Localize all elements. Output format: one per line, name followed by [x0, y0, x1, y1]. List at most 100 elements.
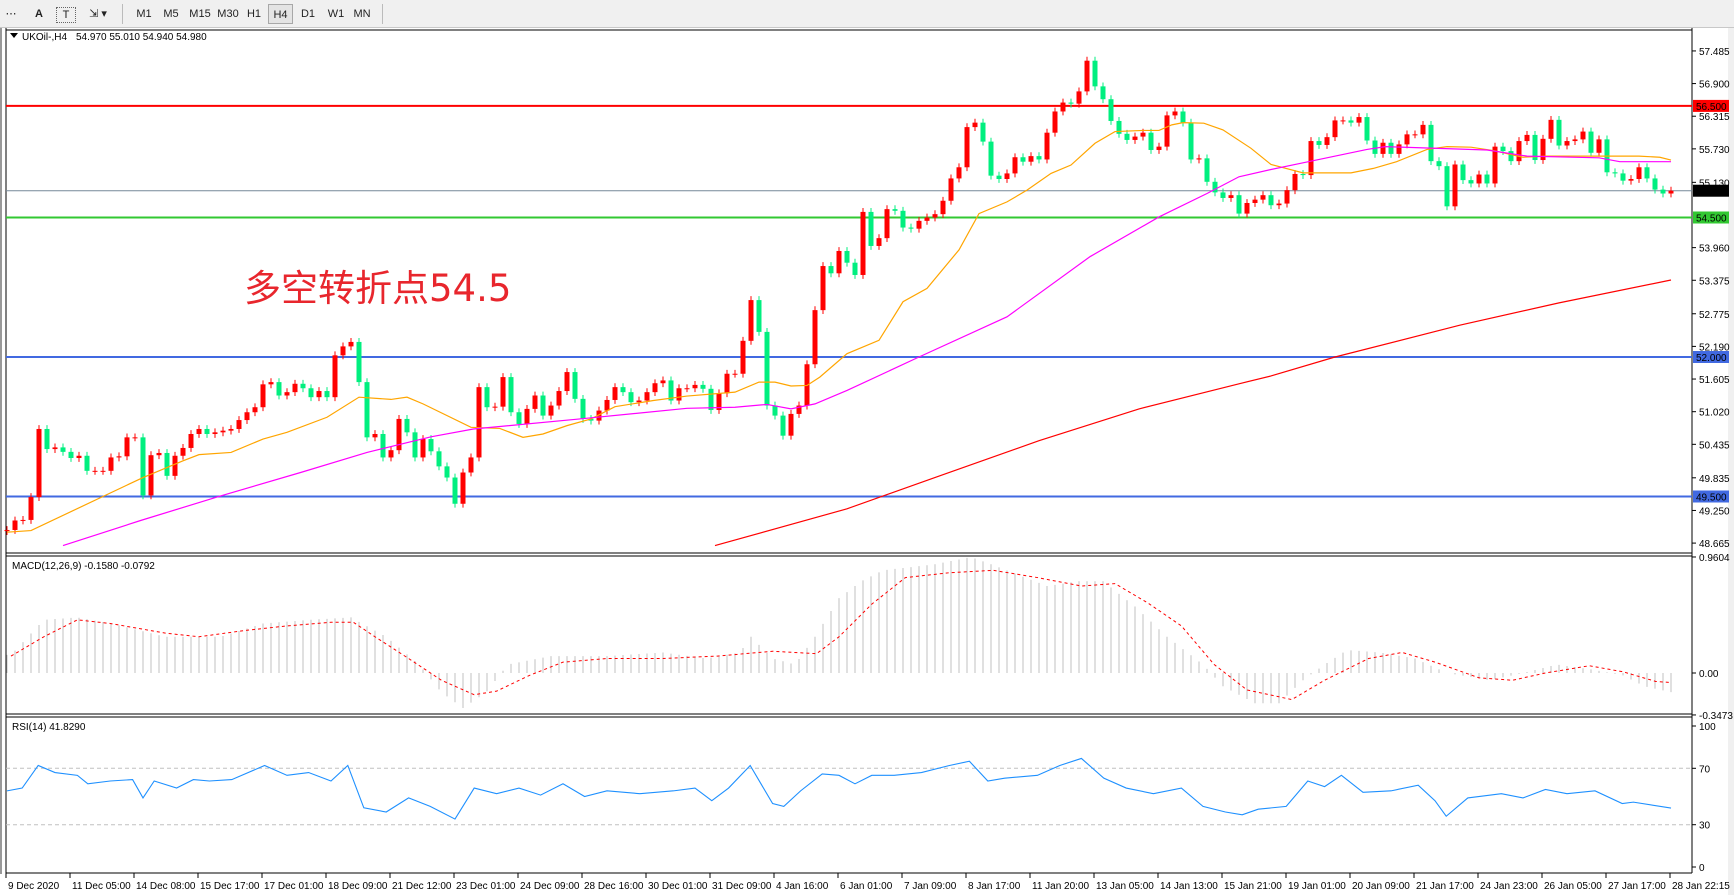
candle-body-up [860, 211, 866, 275]
price-tick-label: 51.020 [1699, 408, 1730, 419]
candle-body-up [524, 408, 530, 424]
arrows-tool-icon[interactable]: ⇲ ▾ [89, 8, 107, 20]
time-tick-label: 20 Jan 09:00 [1352, 881, 1410, 892]
time-tick-label: 28 Dec 16:00 [584, 881, 644, 892]
level-label-bg [1693, 211, 1729, 224]
macd-title: MACD(12,26,9) -0.1580 -0.0792 [12, 561, 155, 572]
candle-body-up [1140, 132, 1146, 137]
candle-body-up [4, 529, 10, 532]
candle-body-down [428, 439, 434, 452]
timeframe-m30[interactable]: M30 [217, 8, 239, 20]
collapse-triangle-icon[interactable] [10, 33, 18, 38]
candle-body-up [596, 410, 602, 421]
timeframe-h1[interactable]: H1 [246, 8, 262, 20]
candle-body-down [852, 262, 858, 275]
candle-body-up [1564, 141, 1570, 146]
candle-body-up [1276, 203, 1282, 206]
candle-body-up [1044, 132, 1050, 160]
macd-tick-label: 0.00 [1699, 669, 1719, 680]
candle-body-up [796, 405, 802, 414]
candle-body-up [132, 437, 138, 439]
candle-body-up [1540, 138, 1546, 161]
candle-body-up [1628, 178, 1634, 181]
candle-body-up [36, 428, 42, 498]
candle-body-down [756, 300, 762, 332]
toolbar: ⋯ A T ⇲ ▾ M1 M5 M15 M30 H1 H4 D1 W1 MN [0, 0, 1734, 28]
timeframe-d1[interactable]: D1 [300, 8, 316, 20]
candle-body-down [764, 331, 770, 406]
candle-body-down [1652, 178, 1658, 190]
time-tick-label: 17 Dec 01:00 [264, 881, 324, 892]
time-tick-label: 26 Jan 05:00 [1544, 881, 1602, 892]
candle-body-up [1244, 202, 1250, 214]
candle-body-up [236, 420, 242, 429]
candle-body-up [964, 127, 970, 168]
candle-body-up [532, 395, 538, 409]
time-tick-label: 15 Dec 17:00 [200, 881, 260, 892]
time-tick-label: 4 Jan 16:00 [776, 881, 829, 892]
candle-body-up [172, 455, 178, 476]
time-tick-label: 21 Dec 12:00 [392, 881, 452, 892]
candle-body-down [84, 455, 90, 471]
timeframe-m1[interactable]: M1 [136, 8, 152, 20]
timeframe-m15[interactable]: M15 [189, 8, 211, 20]
time-tick-label: 7 Jan 09:00 [904, 881, 957, 892]
candle-body-down [1532, 134, 1538, 161]
candle-body-down [1348, 120, 1354, 123]
text-label-tool-icon[interactable]: T [56, 7, 76, 23]
candle-body-down [908, 227, 914, 229]
candle-body-up [1492, 146, 1498, 184]
candle-body-up [316, 391, 322, 398]
time-tick-label: 19 Jan 01:00 [1288, 881, 1346, 892]
candle-body-up [1060, 102, 1066, 112]
candle-body-up [1476, 174, 1482, 184]
price-tick-label: 55.730 [1699, 145, 1730, 156]
candle-body-up [932, 214, 938, 218]
candle-body-up [260, 384, 266, 408]
time-tick-label: 14 Dec 08:00 [136, 881, 196, 892]
candle-body-down [868, 211, 874, 246]
candle-body-up [1340, 120, 1346, 122]
candle-body-down [668, 380, 674, 401]
candle-body-down [452, 477, 458, 504]
candle-body-up [1420, 124, 1426, 135]
candle-body-up [1308, 141, 1314, 176]
grid-tool-icon[interactable]: ⋯ [5, 8, 17, 20]
timeframe-h4[interactable]: H4 [268, 4, 293, 24]
candle-body-up [788, 413, 794, 436]
candle-body-up [716, 393, 722, 411]
price-tick-label: 57.485 [1699, 47, 1730, 58]
symbol-label: UKOil-,H4 [22, 32, 67, 43]
rsi-tick-label: 70 [1699, 764, 1711, 775]
candle-body-down [540, 395, 546, 416]
time-axis-area [0, 874, 1728, 895]
rsi-tick-label: 30 [1699, 821, 1711, 832]
time-tick-label: 24 Jan 23:00 [1480, 881, 1538, 892]
candle-body-up [244, 412, 250, 421]
right-edge-strip [1728, 28, 1734, 895]
candle-body-down [484, 387, 490, 408]
price-tick-label: 56.315 [1699, 112, 1730, 123]
time-tick-label: 9 Dec 2020 [8, 881, 60, 892]
candle-body-up [1084, 60, 1090, 92]
candle-body-up [212, 432, 218, 435]
price-tick-label: 48.665 [1699, 539, 1730, 550]
candle-body-down [780, 415, 786, 436]
timeframe-w1[interactable]: W1 [327, 8, 345, 20]
text-tool-icon[interactable]: A [35, 8, 43, 20]
moving-average-ma_fast [6, 122, 1672, 533]
candle-body-down [1436, 161, 1442, 167]
candle-body-down [444, 466, 450, 478]
timeframe-mn[interactable]: MN [353, 8, 371, 20]
candle-body-up [812, 310, 818, 365]
candle-body-up [916, 220, 922, 229]
timeframe-m5[interactable]: M5 [163, 8, 179, 20]
candle-body-down [364, 382, 370, 438]
moving-average-ma_slow [714, 279, 1672, 547]
candle-body-up [724, 373, 730, 394]
candle-body-up [1404, 134, 1410, 145]
price-tick-label: 52.190 [1699, 342, 1730, 353]
candle-body-up [1412, 134, 1418, 136]
time-tick-label: 11 Jan 20:00 [1032, 881, 1090, 892]
